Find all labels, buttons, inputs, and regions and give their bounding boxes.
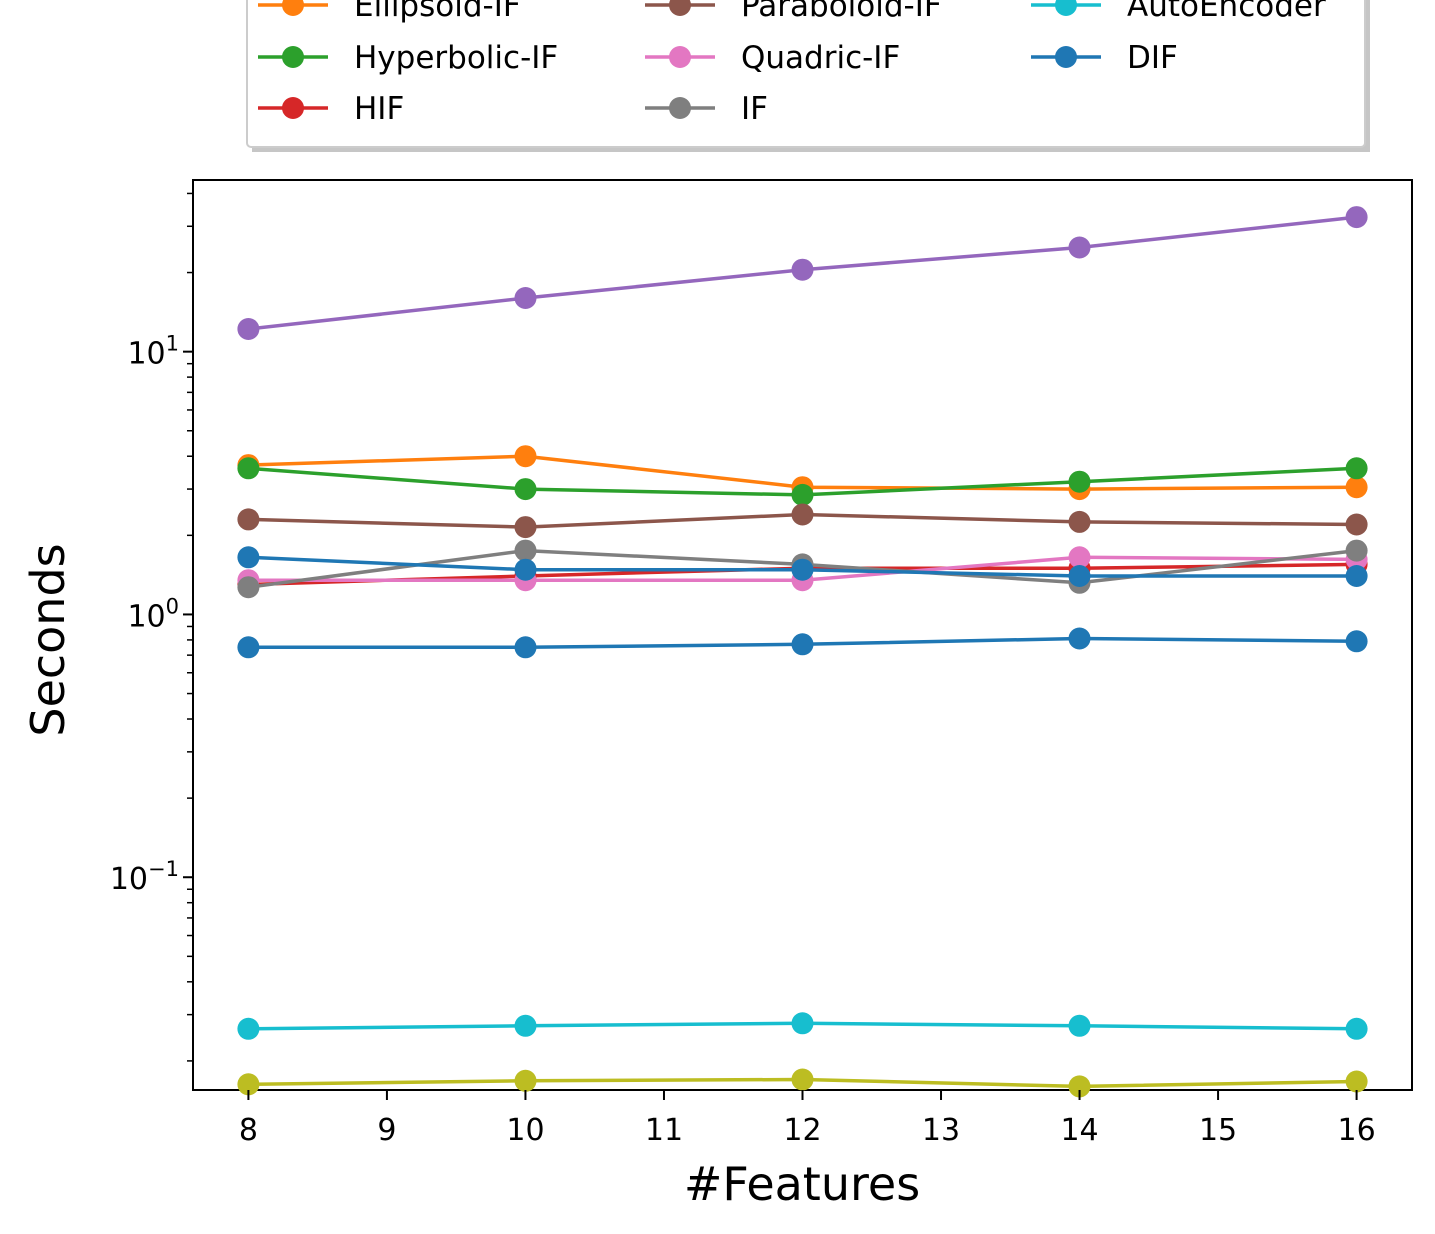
legend-label: Quadric-IF bbox=[741, 40, 900, 76]
data-point bbox=[514, 636, 537, 659]
legend-label: Paraboloid-IF bbox=[741, 0, 942, 24]
data-point bbox=[791, 1012, 814, 1035]
x-tick-label: 15 bbox=[1199, 1113, 1237, 1148]
data-point bbox=[791, 258, 814, 281]
data-point bbox=[514, 516, 537, 539]
legend-swatch-marker bbox=[669, 46, 691, 68]
x-tick-label: 8 bbox=[239, 1113, 258, 1148]
legend-item: HIF bbox=[258, 91, 404, 127]
data-point bbox=[514, 558, 537, 581]
legend-swatch-marker bbox=[282, 97, 304, 119]
x-tick-label: 16 bbox=[1337, 1113, 1375, 1148]
legend-item: Quadric-IF bbox=[645, 40, 900, 76]
data-point bbox=[1345, 457, 1368, 480]
data-point bbox=[791, 503, 814, 526]
y-tick-label: 10−1 bbox=[110, 857, 179, 897]
data-point bbox=[237, 546, 260, 569]
data-point bbox=[514, 445, 537, 468]
data-point bbox=[791, 1068, 814, 1091]
legend-label: IF bbox=[741, 91, 768, 127]
y-tick-label: 100 bbox=[127, 594, 179, 634]
legend-label: AutoEncoder bbox=[1127, 0, 1326, 24]
legend-label: DIF bbox=[1127, 40, 1178, 76]
legend-swatch-marker bbox=[1055, 46, 1077, 68]
series-layer bbox=[237, 206, 1368, 1098]
data-point bbox=[237, 636, 260, 659]
data-point bbox=[237, 576, 260, 599]
data-point bbox=[791, 633, 814, 656]
series-paraboloid-if bbox=[237, 503, 1368, 539]
y-axis: 101 100 10−1 bbox=[110, 192, 193, 1062]
data-point bbox=[237, 318, 260, 340]
legend-item: Paraboloid-IF bbox=[645, 0, 942, 24]
data-point bbox=[237, 1017, 260, 1040]
legend-item: IF bbox=[645, 91, 768, 127]
legend: Ellipsoid-IF Hyperbolic-IF HIF Paraboloid-I… bbox=[246, 0, 1370, 152]
series-autoencoder bbox=[237, 1012, 1368, 1040]
data-point bbox=[1345, 476, 1368, 499]
data-point bbox=[514, 478, 537, 501]
legend-swatch-marker bbox=[669, 97, 691, 119]
legend-item: AutoEncoder bbox=[1031, 0, 1326, 24]
x-tick-label: 11 bbox=[645, 1113, 683, 1148]
legend-item: Ellipsoid-IF bbox=[258, 0, 521, 24]
series-unlabeled-8 bbox=[237, 206, 1368, 340]
data-point bbox=[514, 1069, 537, 1092]
data-point bbox=[237, 508, 260, 531]
legend-label: Ellipsoid-IF bbox=[354, 0, 521, 24]
legend-item: DIF bbox=[1031, 40, 1178, 76]
x-tick-label: 9 bbox=[377, 1113, 396, 1148]
series-unlabeled-10 bbox=[237, 1068, 1368, 1098]
data-point bbox=[1345, 565, 1368, 587]
data-point bbox=[1068, 236, 1091, 259]
y-tick-label: 101 bbox=[127, 332, 179, 372]
legend-swatch-marker bbox=[282, 0, 304, 16]
data-point bbox=[1068, 546, 1091, 569]
data-point bbox=[514, 1014, 537, 1037]
series-hyperbolic-if bbox=[237, 457, 1368, 506]
data-point bbox=[1068, 1075, 1091, 1098]
legend-label: HIF bbox=[354, 91, 404, 127]
legend-swatch-marker bbox=[1055, 0, 1077, 16]
data-point bbox=[1345, 539, 1368, 562]
data-point bbox=[1068, 1014, 1091, 1037]
data-point bbox=[1068, 565, 1091, 587]
x-tick-label: 13 bbox=[922, 1113, 960, 1148]
data-point bbox=[791, 558, 814, 581]
x-tick-label: 12 bbox=[783, 1113, 821, 1148]
data-point bbox=[1068, 470, 1091, 493]
data-point bbox=[1345, 1070, 1368, 1093]
legend-item: Hyperbolic-IF bbox=[258, 40, 558, 76]
x-axis-label: #Features bbox=[684, 1157, 920, 1211]
series-unlabeled-9 bbox=[237, 546, 1368, 587]
data-point bbox=[514, 539, 537, 562]
legend-label: Hyperbolic-IF bbox=[354, 40, 558, 76]
data-point bbox=[514, 287, 537, 309]
data-point bbox=[237, 457, 260, 480]
data-point bbox=[1068, 510, 1091, 533]
data-point bbox=[1068, 627, 1091, 650]
data-point bbox=[237, 1073, 260, 1096]
data-point bbox=[1345, 513, 1368, 536]
data-point bbox=[1345, 1017, 1368, 1040]
y-axis-label: Seconds bbox=[21, 543, 75, 736]
x-tick-label: 10 bbox=[506, 1113, 544, 1148]
legend-swatch-marker bbox=[282, 46, 304, 68]
data-point bbox=[791, 483, 814, 506]
series-dif bbox=[237, 627, 1368, 659]
data-point bbox=[1345, 206, 1368, 229]
legend-box bbox=[246, 0, 1366, 148]
x-tick-label: 14 bbox=[1060, 1113, 1098, 1148]
x-axis: 8 9 10 11 12 13 14 15 16 bbox=[239, 1090, 1376, 1148]
data-point bbox=[1345, 630, 1368, 653]
legend-swatch-marker bbox=[669, 0, 691, 16]
